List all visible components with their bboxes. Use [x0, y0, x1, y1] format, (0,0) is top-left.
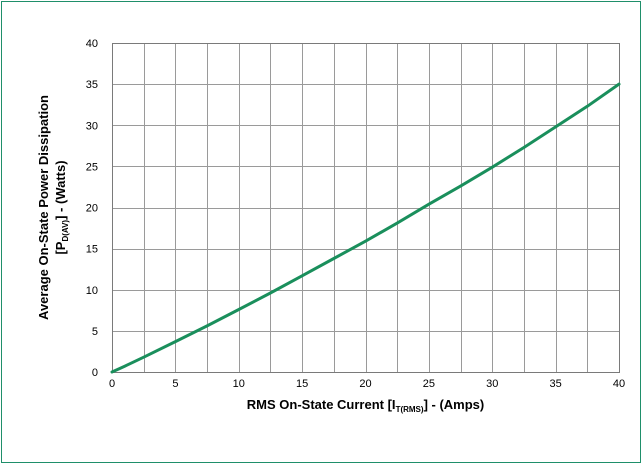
x-tick-label: 25	[423, 378, 435, 390]
x-tick-label: 35	[550, 378, 562, 390]
plot-border	[112, 43, 620, 373]
x-axis-title-suffix: ] - (Amps)	[424, 397, 485, 412]
x-tick-label: 20	[359, 378, 371, 390]
y-tick-label: 20	[86, 203, 98, 215]
y-tick-label: 10	[86, 285, 98, 297]
y-axis-title-suffix: ] - (Watts)	[53, 160, 68, 219]
y-axis-title-line1: Average On-State Power Dissipation	[36, 95, 51, 320]
x-axis-title-prefix: RMS On-State Current [I	[247, 397, 396, 412]
y-axis-title-prefix: [P	[53, 241, 68, 254]
x-tick-label: 10	[233, 378, 245, 390]
y-tick-label: 0	[92, 367, 98, 379]
x-tick-label: 40	[613, 378, 625, 390]
y-tick-label: 25	[86, 161, 98, 173]
y-tick-label: 5	[92, 326, 98, 338]
y-axis-title-line2: [PD(AV)] - (Watts)	[53, 160, 70, 254]
x-tick-label: 0	[109, 378, 115, 390]
series-line	[110, 82, 621, 374]
y-axis-title-subscript: D(AV)	[61, 220, 70, 242]
x-axis-title-subscript: T(RMS)	[396, 405, 424, 414]
x-tick-label: 15	[296, 378, 308, 390]
series-layer	[110, 82, 621, 374]
x-axis-title: RMS On-State Current [IT(RMS)] - (Amps)	[247, 397, 484, 414]
y-tick-label: 40	[86, 38, 98, 50]
y-tick-label: 15	[86, 244, 98, 256]
y-tick-label: 35	[86, 79, 98, 91]
x-tick-label: 30	[486, 378, 498, 390]
x-tick-label: 5	[172, 378, 178, 390]
tick-labels: 0 5 10 15 20 25 30 35 40 0 5 10 15 20 25 30 35 40	[86, 38, 625, 390]
grid-layer	[112, 43, 620, 373]
y-tick-label: 30	[86, 120, 98, 132]
